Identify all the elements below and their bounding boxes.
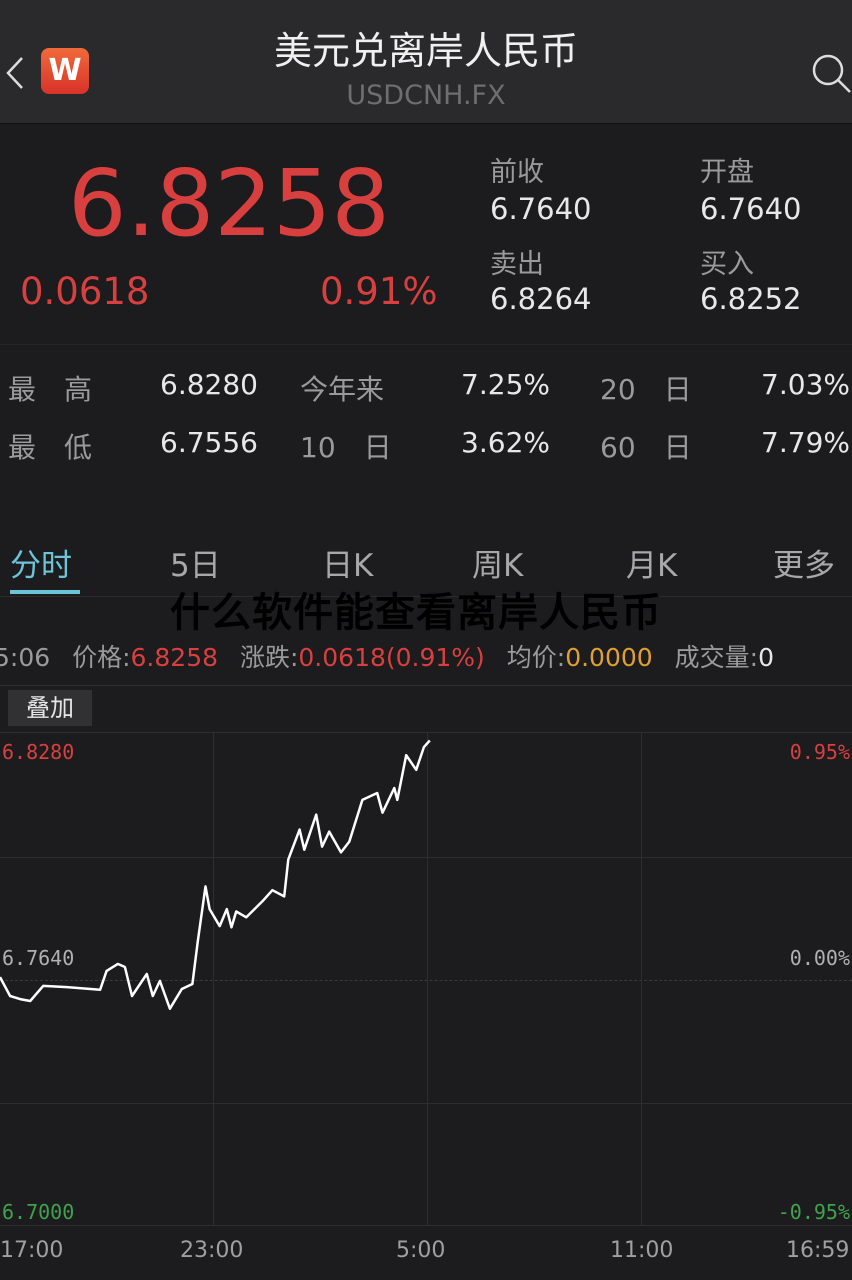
tab-daily-k[interactable]: 日K: [322, 548, 374, 584]
price-change-pct: 0.91%: [320, 270, 438, 313]
x-tick: 16:59: [786, 1238, 850, 1263]
tab-weekly-k[interactable]: 周K: [472, 548, 524, 584]
header: W 美元兑离岸人民币 USDCNH.FX: [0, 0, 852, 124]
watermark-text: 什么软件能查看离岸人民币: [170, 590, 662, 636]
info-avg: 0.0000: [565, 643, 653, 672]
y-left-tick: 6.8280: [2, 740, 75, 764]
stat-value: 7.03%: [761, 368, 850, 401]
tab-intraday[interactable]: 分时: [10, 548, 72, 584]
price-line: [0, 739, 431, 1010]
open-label: 开盘: [700, 157, 754, 188]
ask-label: 卖出: [490, 249, 544, 280]
stat-value: 6.7556: [160, 426, 258, 459]
y-left-tick: 6.7640: [2, 946, 75, 970]
overlay-button[interactable]: 叠加: [8, 690, 92, 726]
x-tick: 5:00: [396, 1238, 446, 1263]
app-logo: W: [41, 48, 89, 94]
back-icon[interactable]: [4, 56, 26, 90]
stat-label: 10 日: [300, 431, 392, 464]
price-change: 0.0618: [20, 270, 150, 313]
stat-label: 最 高: [8, 373, 93, 406]
page-title: 美元兑离岸人民币: [273, 29, 578, 73]
tab-monthly-k[interactable]: 月K: [626, 548, 678, 584]
stat-label: 最 低: [8, 431, 93, 464]
current-price: 6.8258: [68, 150, 390, 257]
info-change-label: 涨跌:: [239, 643, 299, 672]
y-right-tick: -0.95%: [777, 1200, 850, 1224]
x-tick: 17:00: [0, 1238, 64, 1263]
stat-value: 3.62%: [461, 426, 550, 459]
y-right-tick: 0.00%: [789, 946, 850, 970]
y-right-tick: 0.95%: [789, 740, 850, 764]
symbol-code: USDCNH.FX: [346, 80, 506, 111]
search-icon[interactable]: [810, 52, 852, 94]
stat-value: 7.25%: [461, 368, 550, 401]
info-time: 5:06: [0, 643, 51, 672]
price-chart: [0, 739, 431, 1010]
x-tick: 23:00: [180, 1238, 244, 1263]
info-price-label: 价格:: [72, 643, 131, 672]
open-value: 6.7640: [700, 192, 802, 226]
info-volume: 0: [758, 643, 774, 672]
active-tab-indicator: [10, 590, 80, 594]
info-price: 6.8258: [130, 643, 219, 672]
x-tick: 11:00: [610, 1238, 674, 1263]
stat-value: 6.8280: [160, 368, 258, 401]
stat-label: 20 日: [600, 373, 692, 406]
stat-label: 今年来: [300, 373, 385, 406]
stat-value: 7.79%: [761, 426, 850, 459]
info-volume-label: 成交量:: [674, 643, 759, 672]
bid-label: 买入: [700, 249, 754, 280]
tab-5day[interactable]: 5日: [170, 548, 221, 584]
prev-close-label: 前收: [490, 157, 544, 188]
stat-label: 60 日: [600, 431, 692, 464]
info-avg-label: 均价:: [506, 643, 566, 672]
info-change: 0.0618(0.91%): [298, 643, 485, 672]
bid-value: 6.8252: [700, 282, 802, 316]
y-left-tick: 6.7000: [2, 1200, 75, 1224]
tab-more[interactable]: 更多: [773, 548, 835, 584]
ask-value: 6.8264: [490, 282, 592, 316]
prev-close-value: 6.7640: [490, 192, 592, 226]
info-bar: 5:06 价格:6.8258 涨跌:0.0618(0.91%) 均价:0.000…: [0, 638, 774, 674]
